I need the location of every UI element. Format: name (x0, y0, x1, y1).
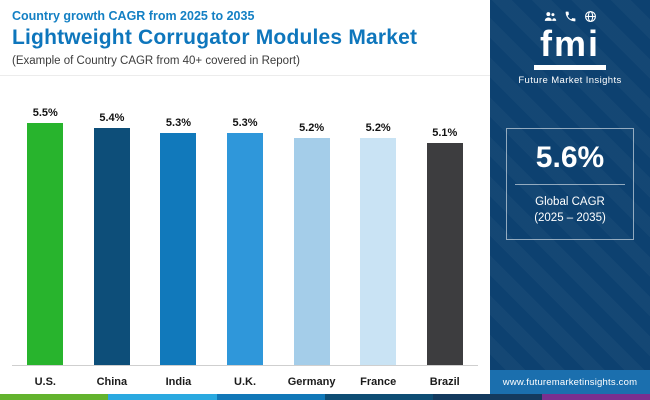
x-axis-label: France (360, 376, 397, 388)
stripe-segment-1 (0, 394, 109, 400)
x-axis-label: U.S. (34, 376, 56, 388)
people-icon (544, 10, 557, 23)
x-axis-label: India (165, 376, 192, 388)
chart-header: Country growth CAGR from 2025 to 2035 Li… (0, 0, 490, 76)
bar-value-label: 5.5% (32, 107, 58, 119)
bars-area: 5.5% 5.4% 5.3% 5.3% 5.2% 5.2% 5.1% (12, 96, 478, 366)
bar-chart: 5.5% 5.4% 5.3% 5.3% 5.2% 5.2% 5.1% (12, 96, 478, 366)
bar-value-label: 5.3% (232, 117, 258, 129)
bar (426, 143, 463, 365)
bar-group-germany: 5.2% (278, 122, 345, 365)
fmi-logo-text: fmi (540, 23, 600, 64)
bar (93, 128, 130, 365)
bar-group-france: 5.2% (345, 122, 412, 365)
stripe-segment-6 (541, 394, 650, 400)
bar (293, 138, 330, 365)
bar (160, 133, 197, 365)
fmi-logo-tagline: Future Market Insights (518, 74, 622, 86)
x-axis-label: China (96, 376, 128, 388)
bar-group-uk: 5.3% (212, 117, 279, 365)
stripe-segment-2 (108, 394, 217, 400)
bar-group-brazil: 5.1% (411, 127, 478, 365)
x-axis-labels: U.S. China India U.K. Germany France Brazil (12, 376, 478, 388)
page-title: Lightweight Corrugator Modules Market (12, 26, 418, 49)
bar (360, 138, 397, 365)
bar (27, 123, 64, 365)
stripe-segment-4 (324, 394, 434, 400)
bar-group-india: 5.3% (145, 117, 212, 365)
bar-group-us: 5.5% (12, 107, 79, 365)
global-cagr-value: 5.6% (515, 141, 625, 185)
fmi-logo: fmi Future Market Insights (490, 0, 650, 86)
website-link[interactable]: www.futuremarketinsights.com (490, 370, 650, 394)
chart-eyebrow: Country growth CAGR from 2025 to 2035 (12, 9, 255, 23)
bar-group-china: 5.4% (79, 112, 146, 365)
x-axis-label: Germany (287, 376, 336, 388)
bar-value-label: 5.2% (365, 122, 391, 134)
global-cagr-label-line2: (2025 – 2035) (534, 212, 606, 225)
bar (227, 133, 264, 365)
global-cagr-label: Global CAGR (2025 – 2035) (515, 194, 625, 227)
bar-value-label: 5.1% (432, 127, 458, 139)
bar-value-label: 5.3% (165, 117, 191, 129)
x-axis-label: Brazil (429, 376, 460, 388)
chart-subtitle: (Example of Country CAGR from 40+ covere… (12, 55, 300, 67)
chart-panel: Country growth CAGR from 2025 to 2035 Li… (0, 0, 490, 388)
phone-icon (564, 10, 577, 23)
fmi-logo-underline (534, 64, 606, 70)
x-axis-label: U.K. (234, 376, 257, 388)
bar-value-label: 5.2% (299, 122, 325, 134)
sidebar: fmi Future Market Insights 5.6% Global C… (490, 0, 650, 394)
logo-icons-row (490, 10, 650, 23)
global-cagr-label-line1: Global CAGR (535, 195, 605, 208)
global-cagr-box: 5.6% Global CAGR (2025 – 2035) (506, 127, 634, 241)
stripe-segment-5 (433, 394, 542, 400)
bar-value-label: 5.4% (99, 112, 125, 124)
bottom-color-stripe (0, 394, 650, 400)
globe-icon (584, 10, 597, 23)
stripe-segment-3 (216, 394, 325, 400)
